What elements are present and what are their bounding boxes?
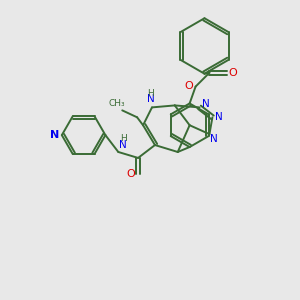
Text: N: N — [209, 134, 217, 144]
Text: H: H — [148, 89, 154, 98]
Text: N: N — [119, 140, 127, 150]
Text: O: O — [229, 68, 238, 78]
Text: O: O — [127, 169, 136, 179]
Text: N: N — [202, 99, 209, 110]
Text: CH₃: CH₃ — [109, 99, 126, 108]
Text: O: O — [184, 81, 193, 91]
Text: H: H — [120, 134, 127, 142]
Text: N: N — [147, 94, 155, 104]
Text: N: N — [215, 112, 223, 122]
Text: N: N — [50, 130, 59, 140]
